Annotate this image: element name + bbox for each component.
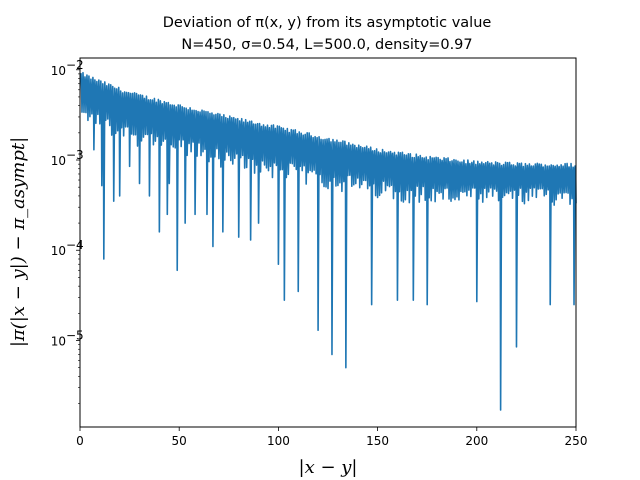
series-line bbox=[80, 71, 577, 411]
plot-area bbox=[80, 71, 577, 411]
y-tick-exponent: −2 bbox=[66, 58, 84, 72]
y-tick-exponent: −5 bbox=[66, 328, 84, 342]
x-tick-label: 0 bbox=[76, 434, 84, 448]
x-tick-label: 250 bbox=[565, 434, 588, 448]
y-tick-exponent: −3 bbox=[66, 148, 84, 162]
x-tick-label: 100 bbox=[267, 434, 290, 448]
x-tick-label: 200 bbox=[465, 434, 488, 448]
y-axis-label: |π(|x − y|) − π_asympt| bbox=[8, 137, 29, 347]
y-tick-label: 10 bbox=[51, 154, 66, 168]
y-tick-label: 10 bbox=[51, 334, 66, 348]
x-axis-label: |x − y| bbox=[299, 457, 358, 478]
y-tick-exponent: −4 bbox=[66, 238, 84, 252]
y-tick-label: 10 bbox=[51, 64, 66, 78]
chart-title: Deviation of π(x, y) from its asymptotic… bbox=[163, 15, 492, 31]
chart-subtitle: N=450, σ=0.54, L=500.0, density=0.97 bbox=[181, 37, 472, 53]
plot-frame bbox=[79, 57, 577, 428]
x-tick-label: 50 bbox=[172, 434, 187, 448]
x-tick-label: 150 bbox=[366, 434, 389, 448]
y-tick-label: 10 bbox=[51, 244, 66, 258]
